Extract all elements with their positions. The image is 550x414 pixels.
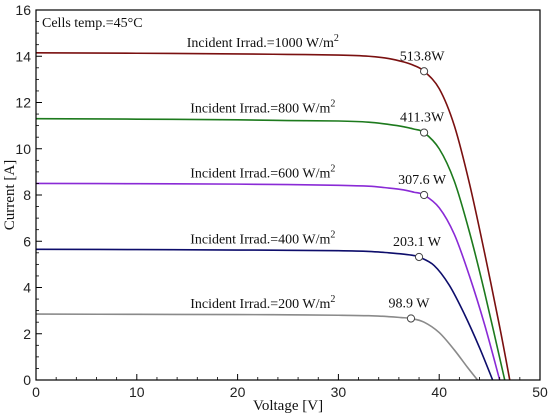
y-tick-label: 10	[15, 141, 31, 157]
mpp-power-label-2: 307.6 W	[398, 173, 447, 188]
mpp-power-label-1: 411.3W	[400, 111, 445, 126]
y-tick-label: 8	[23, 187, 31, 203]
series-label-superscript: 2	[330, 229, 335, 240]
series-label-superscript: 2	[330, 163, 335, 174]
y-tick-label: 2	[23, 326, 31, 342]
series-label-superscript: 2	[334, 33, 339, 44]
series-label-4: Incident Irrad.=200 W/m2	[190, 294, 335, 312]
series-label-text: Incident Irrad.=800 W/m	[190, 102, 330, 117]
series-label-text: Incident Irrad.=400 W/m	[190, 232, 330, 247]
series-label-text: Incident Irrad.=600 W/m	[190, 166, 330, 181]
mpp-point-4	[406, 314, 416, 323]
series-label-3: Incident Irrad.=400 W/m2	[190, 229, 335, 247]
series-line-4	[35, 313, 479, 381]
series-line-2	[35, 182, 501, 381]
y-tick-label: 0	[23, 372, 31, 388]
curves-layer	[35, 51, 511, 381]
mpp-point-0	[419, 67, 429, 76]
x-tick-label: 40	[431, 384, 447, 400]
series-line-3	[35, 248, 494, 381]
series-label-text: Incident Irrad.=1000 W/m	[187, 36, 334, 51]
x-tick-label: 30	[331, 384, 347, 400]
y-tick-label: 16	[15, 2, 31, 18]
y-axis-title: Current [A]	[2, 160, 18, 230]
y-tick-label: 6	[23, 233, 31, 249]
y-tick-label: 14	[15, 48, 31, 64]
mpp-power-label-0: 513.8W	[400, 49, 446, 64]
series-label-0: Incident Irrad.=1000 W/m2	[187, 33, 339, 51]
mpp-point-3	[414, 252, 424, 262]
x-tick-label: 50	[532, 384, 548, 400]
cells-temp-annotation: Cells temp.=45°C	[42, 16, 143, 31]
mpp-point-2	[419, 190, 429, 200]
x-tick-label: 0	[32, 384, 40, 400]
series-label-superscript: 2	[330, 294, 335, 305]
x-tick-label: 10	[129, 384, 145, 400]
y-tick-label: 4	[23, 280, 31, 296]
mpp-markers-layer	[406, 67, 429, 323]
series-line-0	[35, 51, 511, 381]
ticks-layer: 0 10 20 30 40 50 0 2 4 6 8 10 12 14 16	[15, 2, 548, 400]
series-label-2: Incident Irrad.=600 W/m2	[190, 163, 335, 181]
mpp-power-label-4: 98.9 W	[388, 296, 430, 311]
series-line-1	[35, 117, 506, 381]
series-label-1: Incident Irrad.=800 W/m2	[190, 99, 335, 117]
series-label-superscript: 2	[330, 99, 335, 110]
y-tick-label: 12	[15, 95, 31, 111]
plot-frame	[35, 9, 541, 381]
mpp-point-1	[419, 128, 429, 137]
x-axis-title: Voltage [V]	[253, 398, 323, 414]
mpp-power-label-3: 203.1 W	[393, 235, 442, 250]
x-tick-label: 20	[230, 384, 246, 400]
series-label-text: Incident Irrad.=200 W/m	[190, 297, 330, 312]
